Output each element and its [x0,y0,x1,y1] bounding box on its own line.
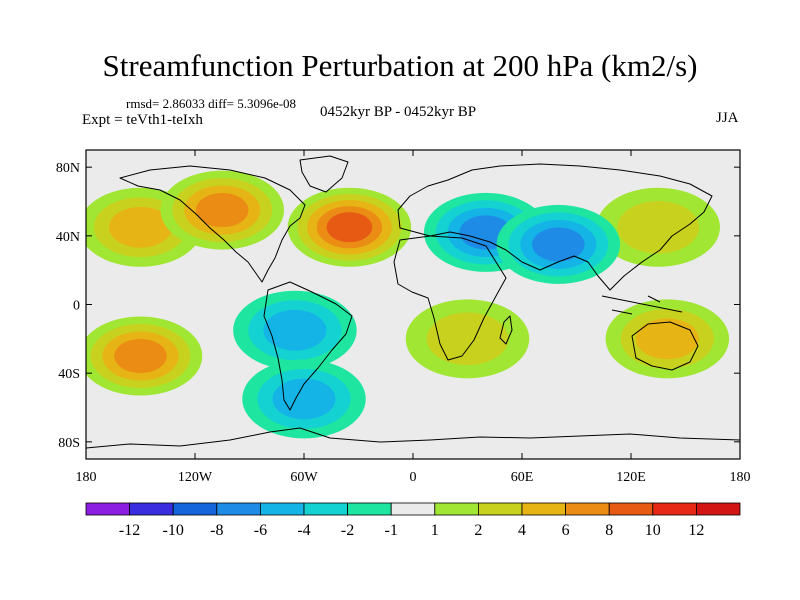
anomaly-field [86,170,730,439]
anomaly-contour [617,200,700,254]
colorbar-swatch [172,502,218,516]
colorbar-label: -2 [341,522,354,539]
north-america-outline [119,165,306,283]
stats-text: rmsd= 2.86033 diff= 5.3096e-08 [126,96,297,111]
lon-label: 60W [290,470,318,485]
lon-label: 180 [76,470,97,485]
colorbar-swatch [521,502,566,516]
colorbar-swatch [129,502,174,516]
colorbar-swatch [696,502,741,516]
colorbar-swatch [259,502,305,516]
anomaly-contour [196,192,249,228]
south-america-outline [263,281,353,411]
madagascar-outline [499,315,513,345]
lat-label: 40S [58,367,80,382]
colorbar-swatch [565,502,610,516]
lat-label: 0 [73,299,80,314]
eurasia-outline [397,163,713,291]
indonesia-outline [601,295,683,315]
experiment-label: Expt = teVth1-teIxh [82,112,203,128]
greenland-outline [299,155,349,193]
colorbar-swatch [477,502,523,516]
lon-label: 60E [511,470,534,485]
period-label: 0452kyr BP - 0452kyr BP [320,104,477,120]
anomaly-contour [263,309,327,351]
anomaly-contour [326,212,373,243]
lon-label: 120W [178,470,213,485]
antarctica-outline [86,427,740,449]
colorbar-label: -6 [254,522,267,539]
season-label: JJA [716,110,739,126]
colorbar-swatch [216,502,261,516]
anomaly-contour [532,227,585,262]
continent-outlines [86,155,740,449]
axis-ticks: 80N 40N 0 40S 80S 180 120W 60W 0 60E 120E 180 [56,150,751,485]
colorbar-swatch [652,502,697,516]
colorbar-swatch [303,502,348,516]
colorbar: -12 -10 -8 -6 -4 -2 -1 1 2 4 6 8 10 12 [85,502,741,539]
lon-label: 180 [730,470,751,485]
lon-label: 0 [410,470,417,485]
lat-label: 80S [58,436,80,451]
colorbar-label: -1 [385,522,398,539]
colorbar-swatch [85,502,130,516]
colorbar-label: 2 [474,522,482,539]
plot-title: Streamfunction Perturbation at 200 hPa (… [102,48,698,83]
colorbar-swatch [347,502,392,516]
lat-label: 40N [56,230,80,245]
colorbar-label: 1 [431,522,439,539]
colorbar-label: 4 [518,522,526,539]
colorbar-label: 12 [688,522,704,539]
anomaly-contour [272,378,336,420]
anomaly-contour [114,338,167,374]
colorbar-label: 8 [605,522,613,539]
anomaly-contour [635,318,699,360]
colorbar-label: 10 [645,522,661,539]
colorbar-swatch [390,502,436,516]
africa-outline [393,235,507,361]
colorbar-swatch [434,502,479,516]
colorbar-label: -12 [119,522,140,539]
lat-label: 80N [56,161,80,176]
colorbar-label: 6 [562,522,570,539]
australia-outline [631,321,699,371]
colorbar-label: -10 [163,522,184,539]
colorbar-swatch [608,502,654,516]
anomaly-contour [109,206,172,248]
colorbar-label: -8 [210,522,223,539]
anomaly-contour [426,312,509,366]
lon-label: 120E [616,470,646,485]
colorbar-label: -4 [297,522,310,539]
